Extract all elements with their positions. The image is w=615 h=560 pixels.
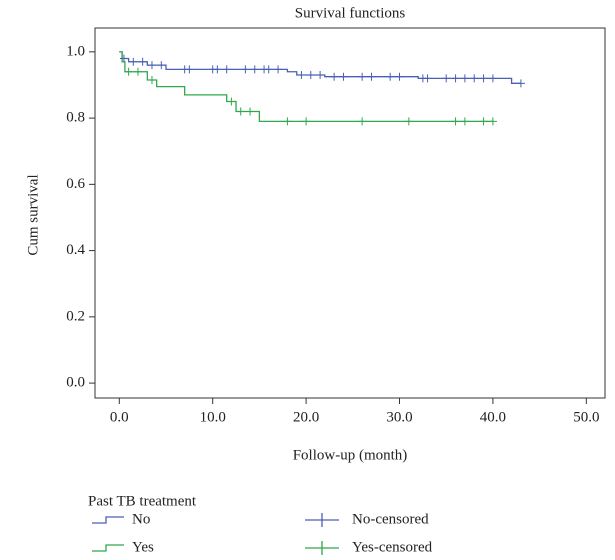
censor-mark bbox=[213, 65, 222, 74]
censor-mark bbox=[442, 74, 451, 83]
censor-mark bbox=[488, 74, 497, 83]
legend-title: Past TB treatment bbox=[88, 493, 197, 509]
censor-mark bbox=[222, 65, 231, 74]
censor-mark bbox=[451, 74, 460, 83]
censor-mark bbox=[147, 76, 156, 85]
censor-mark bbox=[227, 97, 236, 106]
censor-mark bbox=[330, 72, 339, 81]
censor-mark bbox=[367, 72, 376, 81]
censor-mark bbox=[423, 74, 432, 83]
censor-mark bbox=[283, 117, 292, 126]
censor-mark bbox=[460, 117, 469, 126]
legend-label: No-censored bbox=[352, 511, 429, 527]
censor-mark bbox=[306, 71, 315, 80]
y-tick-label: 0.0 bbox=[66, 375, 85, 391]
y-tick-label: 0.2 bbox=[66, 308, 85, 324]
legend-swatch bbox=[92, 516, 124, 524]
censor-mark bbox=[147, 61, 156, 70]
censor-mark bbox=[386, 72, 395, 81]
x-axis-title: Follow-up (month) bbox=[293, 447, 408, 463]
censor-mark bbox=[133, 67, 142, 76]
censor-mark bbox=[236, 107, 245, 116]
censor-mark bbox=[157, 61, 166, 70]
censor-mark bbox=[241, 65, 250, 74]
censor-mark bbox=[274, 65, 283, 74]
plot-frame bbox=[94, 27, 606, 399]
survival-line bbox=[119, 51, 493, 123]
censor-mark bbox=[185, 65, 194, 74]
censor-mark bbox=[479, 117, 488, 126]
censor-mark bbox=[302, 117, 311, 126]
censor-mark bbox=[316, 71, 325, 80]
y-tick-label: 1.0 bbox=[66, 43, 85, 59]
censor-mark bbox=[395, 72, 404, 81]
x-tick-label: 20.0 bbox=[293, 409, 319, 425]
y-tick-label: 0.8 bbox=[66, 110, 85, 126]
censor-mark bbox=[129, 57, 138, 66]
censor-mark bbox=[358, 117, 367, 126]
legend-label: Yes-censored bbox=[352, 539, 433, 555]
legend-swatch bbox=[305, 541, 339, 555]
chart-title: Survival functions bbox=[295, 5, 406, 21]
censor-mark bbox=[297, 71, 306, 80]
censor-mark bbox=[124, 67, 133, 76]
x-tick-label: 30.0 bbox=[386, 409, 412, 425]
censor-mark bbox=[404, 117, 413, 126]
censor-mark bbox=[358, 72, 367, 81]
y-axis-title: Cum survival bbox=[25, 174, 41, 255]
censor-mark bbox=[479, 74, 488, 83]
censor-mark bbox=[138, 57, 147, 66]
legend-swatch bbox=[92, 544, 124, 552]
censor-mark bbox=[488, 117, 497, 126]
y-tick-label: 0.6 bbox=[66, 176, 85, 192]
legend-label: Yes bbox=[132, 539, 154, 555]
x-tick-label: 0.0 bbox=[110, 409, 129, 425]
x-tick-label: 50.0 bbox=[573, 409, 599, 425]
y-tick-label: 0.4 bbox=[66, 242, 85, 258]
legend-label: No bbox=[132, 511, 150, 527]
legend-swatch bbox=[305, 513, 339, 527]
x-tick-label: 10.0 bbox=[200, 409, 226, 425]
censor-mark bbox=[246, 107, 255, 116]
censor-mark bbox=[264, 65, 273, 74]
censor-mark bbox=[460, 74, 469, 83]
survival-line bbox=[119, 51, 521, 84]
censor-mark bbox=[339, 72, 348, 81]
censor-mark bbox=[516, 79, 525, 88]
censor-mark bbox=[451, 117, 460, 126]
x-tick-label: 40.0 bbox=[480, 409, 506, 425]
censor-mark bbox=[470, 74, 479, 83]
censor-mark bbox=[250, 65, 259, 74]
censor-mark bbox=[119, 54, 128, 63]
